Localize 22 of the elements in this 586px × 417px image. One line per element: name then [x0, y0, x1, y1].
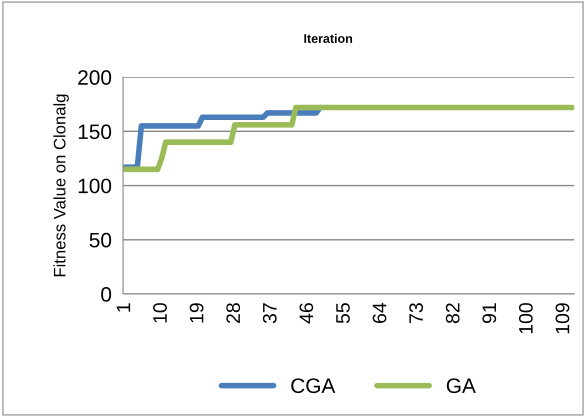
y-tick-label: 50 — [90, 232, 112, 248]
x-tick-label: 46 — [299, 303, 314, 324]
x-tick-label: 19 — [190, 303, 204, 322]
legend-label: CGA — [291, 378, 336, 394]
x-tick-label: 28 — [226, 303, 240, 323]
x-tick-label: 109 — [556, 303, 570, 334]
x-tick-label: 10 — [153, 303, 167, 322]
chart-title: Iteration — [304, 34, 352, 43]
y-axis-title: Fitness Value on Clonalg — [53, 94, 69, 276]
y-tick-label: 200 — [78, 70, 112, 85]
y-tick-label: 150 — [78, 124, 112, 140]
x-tick-label: 73 — [409, 303, 423, 323]
x-tick-label: 91 — [482, 303, 496, 324]
x-tick-label: 64 — [372, 302, 386, 323]
x-tick-label: 82 — [446, 303, 460, 324]
legend-label: GA — [446, 378, 476, 394]
x-tick-label: 55 — [336, 303, 350, 324]
x-tick-label: 100 — [518, 303, 533, 334]
y-tick-label: 100 — [78, 178, 112, 194]
x-tick-label: 37 — [262, 303, 277, 324]
y-tick-label: 0 — [101, 286, 112, 302]
x-tick-label: 1 — [116, 303, 130, 312]
